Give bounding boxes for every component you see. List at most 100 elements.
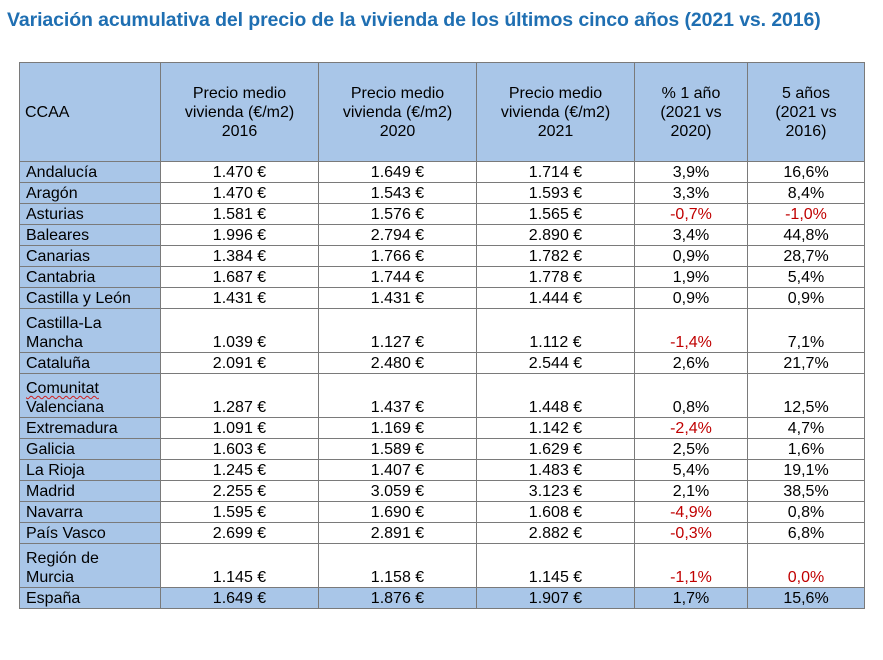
change-5-years-cell: 16,6%: [747, 161, 865, 183]
price-2016-cell: 1.431 €: [160, 287, 319, 309]
price-2021-cell: 1.565 €: [476, 203, 635, 225]
change-1-year-cell: 3,9%: [634, 161, 748, 183]
table-header-row: CCAA Precio medio vivienda (€/m2) 2016 P…: [19, 62, 865, 162]
change-1-year-cell: 0,9%: [634, 245, 748, 267]
change-1-year-cell: -4,9%: [634, 501, 748, 523]
ccaa-cell: Andalucía: [19, 161, 161, 183]
change-5-years-cell: 15,6%: [747, 587, 865, 609]
change-5-years-cell: 0,8%: [747, 501, 865, 523]
price-2016-cell: 2.091 €: [160, 352, 319, 374]
table-row: País Vasco 2.699 € 2.891 € 2.882 € -0,3%…: [19, 522, 865, 544]
change-1-year-cell: 1,9%: [634, 266, 748, 288]
change-5-years-cell: 44,8%: [747, 224, 865, 246]
table-row: Cataluña 2.091 € 2.480 € 2.544 € 2,6% 21…: [19, 352, 865, 374]
price-2016-cell: 1.687 €: [160, 266, 319, 288]
price-2020-cell: 1.589 €: [318, 438, 477, 460]
price-2016-cell: 1.245 €: [160, 459, 319, 481]
price-2021-cell: 2.544 €: [476, 352, 635, 374]
price-2020-cell: 1.158 €: [318, 543, 477, 588]
price-2020-cell: 1.576 €: [318, 203, 477, 225]
table-row: Andalucía 1.470 € 1.649 € 1.714 € 3,9% 1…: [19, 161, 865, 183]
table-row: Castilla y León 1.431 € 1.431 € 1.444 € …: [19, 287, 865, 309]
change-5-years-cell: 7,1%: [747, 308, 865, 353]
table-row: Baleares 1.996 € 2.794 € 2.890 € 3,4% 44…: [19, 224, 865, 246]
table-row: Madrid 2.255 € 3.059 € 3.123 € 2,1% 38,5…: [19, 480, 865, 502]
table-row: La Rioja 1.245 € 1.407 € 1.483 € 5,4% 19…: [19, 459, 865, 481]
table-row: Galicia 1.603 € 1.589 € 1.629 € 2,5% 1,6…: [19, 438, 865, 460]
ccaa-name-line-1: Comunitat: [26, 380, 99, 397]
change-5-years-cell: 19,1%: [747, 459, 865, 481]
price-2020-cell: 1.407 €: [318, 459, 477, 481]
price-2021-cell: 1.483 €: [476, 459, 635, 481]
price-2016-cell: 1.470 €: [160, 182, 319, 204]
price-2021-cell: 1.714 €: [476, 161, 635, 183]
price-2021-cell: 1.629 €: [476, 438, 635, 460]
change-1-year-cell: -2,4%: [634, 417, 748, 439]
ccaa-cell: Cataluña: [19, 352, 161, 374]
price-2020-cell: 1.876 €: [318, 587, 477, 609]
price-2020-cell: 1.127 €: [318, 308, 477, 353]
price-2020-cell: 2.891 €: [318, 522, 477, 544]
header-price-2020: Precio medio vivienda (€/m2) 2020: [318, 62, 477, 162]
price-2016-cell: 1.287 €: [160, 373, 319, 418]
price-2016-cell: 1.384 €: [160, 245, 319, 267]
table-row: Aragón 1.470 € 1.543 € 1.593 € 3,3% 8,4%: [19, 182, 865, 204]
ccaa-cell: Asturias: [19, 203, 161, 225]
price-2020-cell: 2.794 €: [318, 224, 477, 246]
price-2016-cell: 1.470 €: [160, 161, 319, 183]
ccaa-cell: País Vasco: [19, 522, 161, 544]
table-row: Comunitat Valenciana 1.287 € 1.437 € 1.44…: [19, 373, 865, 418]
change-1-year-cell: 0,8%: [634, 373, 748, 418]
price-2021-cell: 1.448 €: [476, 373, 635, 418]
change-5-years-cell: 8,4%: [747, 182, 865, 204]
change-1-year-cell: 5,4%: [634, 459, 748, 481]
change-5-years-cell: 38,5%: [747, 480, 865, 502]
price-table: CCAA Precio medio vivienda (€/m2) 2016 P…: [19, 62, 865, 609]
ccaa-cell: La Rioja: [19, 459, 161, 481]
change-5-years-cell: 4,7%: [747, 417, 865, 439]
change-1-year-cell: -1,4%: [634, 308, 748, 353]
price-2021-cell: 1.112 €: [476, 308, 635, 353]
change-1-year-cell: 2,6%: [634, 352, 748, 374]
price-2016-cell: 1.581 €: [160, 203, 319, 225]
price-2021-cell: 1.608 €: [476, 501, 635, 523]
change-5-years-cell: 6,8%: [747, 522, 865, 544]
table-row: Región de Murcia 1.145 € 1.158 € 1.145 €…: [19, 543, 865, 588]
price-2020-cell: 3.059 €: [318, 480, 477, 502]
price-2020-cell: 1.766 €: [318, 245, 477, 267]
table-row: Castilla-La Mancha 1.039 € 1.127 € 1.112…: [19, 308, 865, 353]
ccaa-cell: Castilla y León: [19, 287, 161, 309]
price-2020-cell: 1.690 €: [318, 501, 477, 523]
price-2016-cell: 1.595 €: [160, 501, 319, 523]
page-title: Variación acumulativa del precio de la v…: [7, 9, 821, 31]
price-2016-cell: 2.699 €: [160, 522, 319, 544]
ccaa-cell: Baleares: [19, 224, 161, 246]
change-5-years-cell: 21,7%: [747, 352, 865, 374]
price-2016-cell: 1.039 €: [160, 308, 319, 353]
header-price-2021: Precio medio vivienda (€/m2) 2021: [476, 62, 635, 162]
price-2021-cell: 3.123 €: [476, 480, 635, 502]
table-row: Cantabria 1.687 € 1.744 € 1.778 € 1,9% 5…: [19, 266, 865, 288]
change-5-years-cell: 5,4%: [747, 266, 865, 288]
ccaa-cell: Extremadura: [19, 417, 161, 439]
price-2021-cell: 1.444 €: [476, 287, 635, 309]
ccaa-cell: Canarias: [19, 245, 161, 267]
change-1-year-cell: 1,7%: [634, 587, 748, 609]
change-5-years-cell: 28,7%: [747, 245, 865, 267]
price-2020-cell: 2.480 €: [318, 352, 477, 374]
change-1-year-cell: -1,1%: [634, 543, 748, 588]
change-1-year-cell: 2,1%: [634, 480, 748, 502]
header-price-2016: Precio medio vivienda (€/m2) 2016: [160, 62, 319, 162]
ccaa-cell: Castilla-La Mancha: [19, 308, 161, 353]
change-5-years-cell: -1,0%: [747, 203, 865, 225]
table-row: Navarra 1.595 € 1.690 € 1.608 € -4,9% 0,…: [19, 501, 865, 523]
header-change-5-years: 5 años (2021 vs 2016): [747, 62, 865, 162]
price-2021-cell: 2.882 €: [476, 522, 635, 544]
price-2021-cell: 1.907 €: [476, 587, 635, 609]
price-2021-cell: 1.782 €: [476, 245, 635, 267]
table-row: Extremadura 1.091 € 1.169 € 1.142 € -2,4…: [19, 417, 865, 439]
change-1-year-cell: -0,7%: [634, 203, 748, 225]
change-5-years-cell: 0,9%: [747, 287, 865, 309]
change-1-year-cell: 3,3%: [634, 182, 748, 204]
price-2020-cell: 1.649 €: [318, 161, 477, 183]
